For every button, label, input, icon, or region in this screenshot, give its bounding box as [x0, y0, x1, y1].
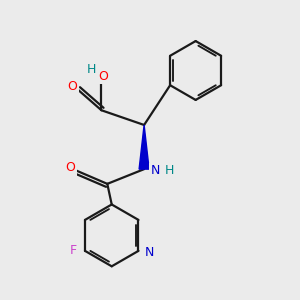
Text: O: O: [98, 70, 108, 83]
Text: O: O: [68, 80, 77, 93]
Text: O: O: [66, 161, 75, 174]
Text: H: H: [86, 63, 96, 76]
Text: N: N: [151, 164, 160, 177]
Polygon shape: [139, 125, 149, 169]
Text: H: H: [164, 164, 174, 177]
Text: N: N: [145, 246, 154, 259]
Text: F: F: [70, 244, 77, 257]
